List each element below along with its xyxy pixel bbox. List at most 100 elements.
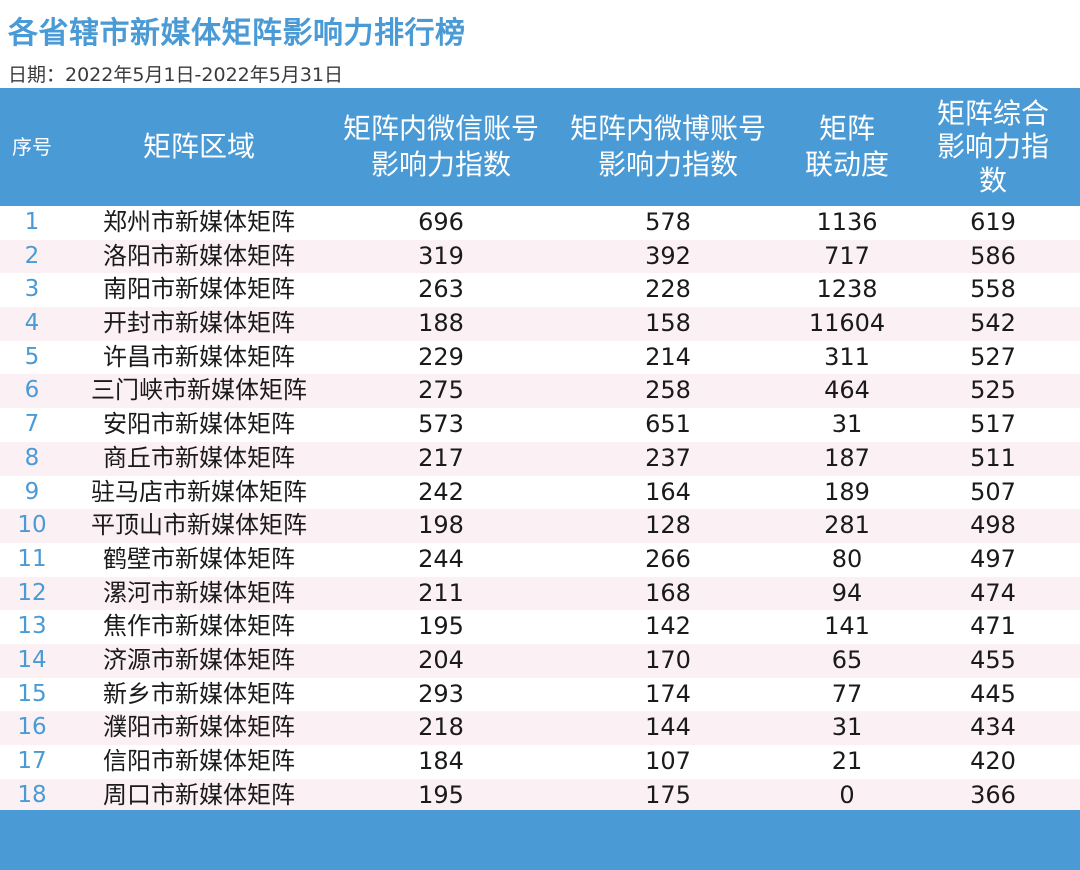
header-weibo: 矩阵内微博账号 影响力指数 [548, 88, 788, 206]
rank-cell: 4 [24, 310, 40, 337]
rank-cell: 9 [24, 478, 40, 505]
wechat-index-cell: 195 [418, 780, 464, 809]
rank-cell: 14 [17, 646, 47, 673]
linkage-cell: 189 [824, 477, 870, 506]
rank-cell: 16 [17, 714, 47, 741]
composite-index-cell: 471 [970, 612, 1016, 641]
area-cell: 郑州市新媒体矩阵 [103, 208, 295, 236]
weibo-index-cell: 214 [645, 342, 691, 371]
linkage-cell: 281 [824, 511, 870, 540]
table-row: 8 商丘市新媒体矩阵 217 237 187 511 [0, 441, 1080, 476]
wechat-index-cell: 293 [418, 679, 464, 708]
rank-cell: 6 [24, 377, 40, 404]
linkage-cell: 21 [831, 747, 863, 775]
rank-cell: 2 [24, 242, 40, 269]
weibo-index-cell: 651 [645, 410, 691, 439]
rank-cell: 10 [17, 512, 47, 539]
table-row: 14 济源市新媒体矩阵 204 170 65 455 [0, 643, 1080, 678]
linkage-cell: 31 [831, 713, 863, 742]
wechat-index-cell: 195 [418, 612, 464, 641]
area-cell: 驻马店市新媒体矩阵 [91, 477, 307, 506]
wechat-index-cell: 198 [418, 511, 464, 540]
composite-index-cell: 445 [970, 679, 1016, 708]
table-header: 序号 矩阵区域 矩阵内微信账号 影响力指数 矩阵内微博账号 影响力指数 矩阵 联… [0, 88, 1080, 206]
date-range: 日期：2022年5月1日-2022年5月31日 [8, 64, 344, 86]
table-row: 7 安阳市新媒体矩阵 573 651 31 517 [0, 408, 1080, 442]
weibo-index-cell: 578 [645, 208, 691, 236]
rank-cell: 18 [17, 781, 47, 808]
table-row: 15 新乡市新媒体矩阵 293 174 77 445 [0, 678, 1080, 712]
header-area: 矩阵区域 [64, 88, 334, 206]
wechat-index-cell: 244 [418, 544, 464, 573]
wechat-index-cell: 211 [418, 578, 464, 607]
rank-cell: 1 [24, 209, 40, 235]
composite-index-cell: 498 [970, 511, 1016, 540]
area-cell: 濮阳市新媒体矩阵 [103, 713, 295, 742]
rank-cell: 7 [24, 411, 40, 438]
table-body: 1 郑州市新媒体矩阵 696 578 1136 619 2 洛阳市新媒体矩阵 319 392 717… [0, 206, 1080, 813]
area-cell: 焦作市新媒体矩阵 [103, 612, 295, 641]
wechat-index-cell: 275 [418, 376, 464, 405]
composite-index-cell: 507 [970, 477, 1016, 506]
composite-index-cell: 366 [970, 780, 1016, 809]
header-composite: 矩阵综合 影响力指 数 [906, 88, 1080, 206]
wechat-index-cell: 263 [418, 275, 464, 304]
composite-index-cell: 474 [970, 578, 1016, 607]
header-linkage: 矩阵 联动度 [788, 88, 906, 206]
composite-index-cell: 619 [970, 208, 1016, 236]
header-wechat-label: 矩阵内微信账号 影响力指数 [342, 111, 539, 181]
table-row: 17 信阳市新媒体矩阵 184 107 21 420 [0, 745, 1080, 779]
wechat-index-cell: 696 [418, 208, 464, 236]
linkage-cell: 1136 [816, 208, 878, 236]
wechat-index-cell: 188 [418, 309, 464, 338]
rank-cell: 5 [24, 343, 40, 370]
area-cell: 三门峡市新媒体矩阵 [91, 376, 307, 405]
header-composite-label: 矩阵综合 影响力指 数 [936, 96, 1049, 197]
area-cell: 南阳市新媒体矩阵 [103, 275, 295, 304]
rank-cell: 12 [17, 579, 47, 606]
weibo-index-cell: 392 [645, 241, 691, 270]
wechat-index-cell: 573 [418, 410, 464, 439]
linkage-cell: 65 [831, 645, 863, 674]
table-row: 11 鹤壁市新媒体矩阵 244 266 80 497 [0, 543, 1080, 577]
table-row: 12 漯河市新媒体矩阵 211 168 94 474 [0, 576, 1080, 611]
header-linkage-label: 矩阵 联动度 [804, 111, 889, 181]
header-weibo-label: 矩阵内微博账号 影响力指数 [569, 111, 766, 181]
table-row: 1 郑州市新媒体矩阵 696 578 1136 619 [0, 206, 1080, 240]
table-row: 10 平顶山市新媒体矩阵 198 128 281 498 [0, 509, 1080, 543]
rank-cell: 8 [24, 444, 40, 471]
table-row: 2 洛阳市新媒体矩阵 319 392 717 586 [0, 239, 1080, 274]
composite-index-cell: 517 [970, 410, 1016, 439]
wechat-index-cell: 319 [418, 241, 464, 270]
weibo-index-cell: 170 [645, 645, 691, 674]
area-cell: 新乡市新媒体矩阵 [103, 679, 295, 708]
linkage-cell: 187 [824, 443, 870, 472]
weibo-index-cell: 168 [645, 578, 691, 607]
wechat-index-cell: 229 [418, 342, 464, 371]
area-cell: 洛阳市新媒体矩阵 [103, 241, 295, 270]
weibo-index-cell: 128 [645, 511, 691, 540]
wechat-index-cell: 242 [418, 477, 464, 506]
table-row: 18 周口市新媒体矩阵 195 175 0 366 [0, 778, 1080, 813]
weibo-index-cell: 158 [645, 309, 691, 338]
weibo-index-cell: 237 [645, 443, 691, 472]
composite-index-cell: 455 [970, 645, 1016, 674]
linkage-cell: 11604 [808, 309, 886, 338]
linkage-cell: 0 [839, 780, 855, 809]
rank-cell: 3 [24, 276, 40, 303]
area-cell: 信阳市新媒体矩阵 [103, 747, 295, 775]
composite-index-cell: 420 [970, 747, 1016, 775]
composite-index-cell: 527 [970, 342, 1016, 371]
linkage-cell: 31 [831, 410, 863, 439]
header-index: 序号 [0, 88, 64, 206]
weibo-index-cell: 144 [645, 713, 691, 742]
page-title: 各省辖市新媒体矩阵影响力排行榜 [8, 16, 466, 51]
area-cell: 安阳市新媒体矩阵 [103, 410, 295, 439]
rank-cell: 13 [17, 613, 47, 640]
wechat-index-cell: 204 [418, 645, 464, 674]
weibo-index-cell: 142 [645, 612, 691, 641]
header-area-label: 矩阵区域 [142, 129, 255, 163]
area-cell: 周口市新媒体矩阵 [103, 780, 295, 809]
weibo-index-cell: 174 [645, 679, 691, 708]
table-row: 13 焦作市新媒体矩阵 195 142 141 471 [0, 610, 1080, 644]
